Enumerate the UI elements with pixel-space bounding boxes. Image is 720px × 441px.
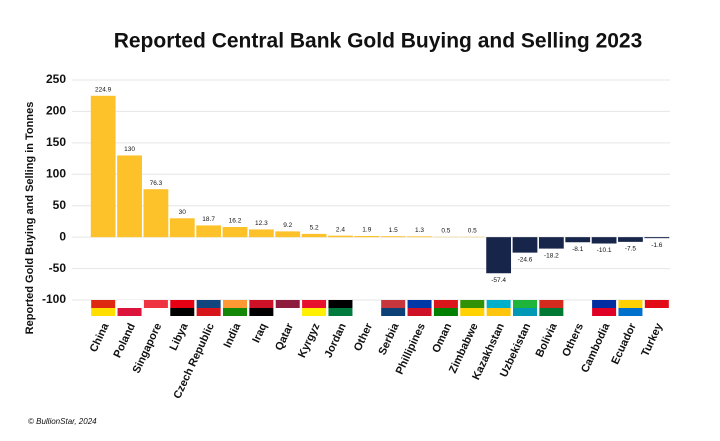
bar [618,237,643,242]
value-label: 0.5 [468,228,477,235]
source: © BullionStar, 2024 [28,417,97,426]
y-tick-label: -100 [42,292,66,306]
y-tick-label: 250 [46,72,66,86]
y-tick-label: -50 [49,261,67,275]
flag [618,308,643,316]
value-label: -24.6 [518,256,533,263]
value-label: 1.3 [415,227,424,234]
bar [90,95,116,238]
flag [513,300,537,308]
flag [618,300,643,308]
bar [169,218,195,238]
flag [275,300,300,308]
bar [407,236,432,238]
value-label: 130 [124,146,135,153]
bar [196,225,222,238]
flag [302,308,327,316]
flag [223,300,247,308]
bar [354,235,380,238]
flag [644,300,669,308]
flag [433,308,458,316]
bar [591,237,617,244]
value-label: -1.6 [651,242,663,249]
flag [644,308,669,316]
bar [512,237,538,253]
value-label: 30 [179,209,187,216]
bar [565,237,591,243]
value-label: 16.2 [229,218,242,225]
flag [592,300,617,308]
bar [328,235,353,238]
flag [328,300,353,308]
value-label: 0.5 [441,228,450,235]
flag [117,308,142,316]
bar [538,237,564,249]
flag [381,308,406,316]
bar [143,189,169,238]
flag [328,308,353,316]
flag [539,308,564,316]
bar [222,226,248,238]
value-label: -8.1 [572,246,584,253]
flag [143,308,168,316]
y-tick-label: 50 [53,198,67,212]
flag [460,300,485,308]
bar [275,231,301,238]
value-label: 1.9 [362,227,371,234]
flag [91,308,116,316]
bar [301,233,327,238]
bar [248,229,274,238]
flag [170,300,195,308]
flag [381,300,406,308]
value-label: 1.5 [389,227,398,234]
value-label: -57.4 [491,277,506,284]
value-label: 2.4 [336,226,345,233]
value-label: -18.2 [544,252,559,259]
flag [486,300,511,308]
value-label: 224.9 [95,86,112,93]
y-axis-label: Reported Gold Buying and Selling in Tonn… [24,102,36,335]
flag [117,300,142,308]
y-tick-label: 100 [46,166,66,180]
flag [249,300,274,308]
flag [275,308,300,316]
flag [170,308,195,316]
bar [486,237,512,274]
flag [196,300,221,308]
value-label: 5.2 [310,225,319,232]
value-label: 76.3 [150,180,163,187]
y-tick-label: 150 [46,135,66,149]
flag [433,300,458,308]
flag [302,300,327,308]
value-label: 12.3 [255,220,268,227]
chart-title: Reported Central Bank Gold Buying and Se… [114,30,643,53]
bar [117,155,142,238]
value-label: -10.1 [597,247,612,254]
flag [592,308,617,316]
flag [407,308,432,316]
flag [196,308,221,316]
bar [380,236,406,238]
bar [644,237,670,239]
flag [91,300,116,308]
flag [407,300,432,308]
flag [249,308,274,316]
flag [223,308,247,316]
y-tick-label: 200 [46,104,66,118]
y-tick-label: 0 [59,229,66,243]
value-label: -7.5 [625,246,637,253]
flag [513,308,537,316]
flag [486,308,511,316]
value-label: 18.7 [202,216,215,223]
flag [539,300,564,308]
flag [460,308,485,316]
flag [143,300,168,308]
value-label: 9.2 [283,222,292,229]
